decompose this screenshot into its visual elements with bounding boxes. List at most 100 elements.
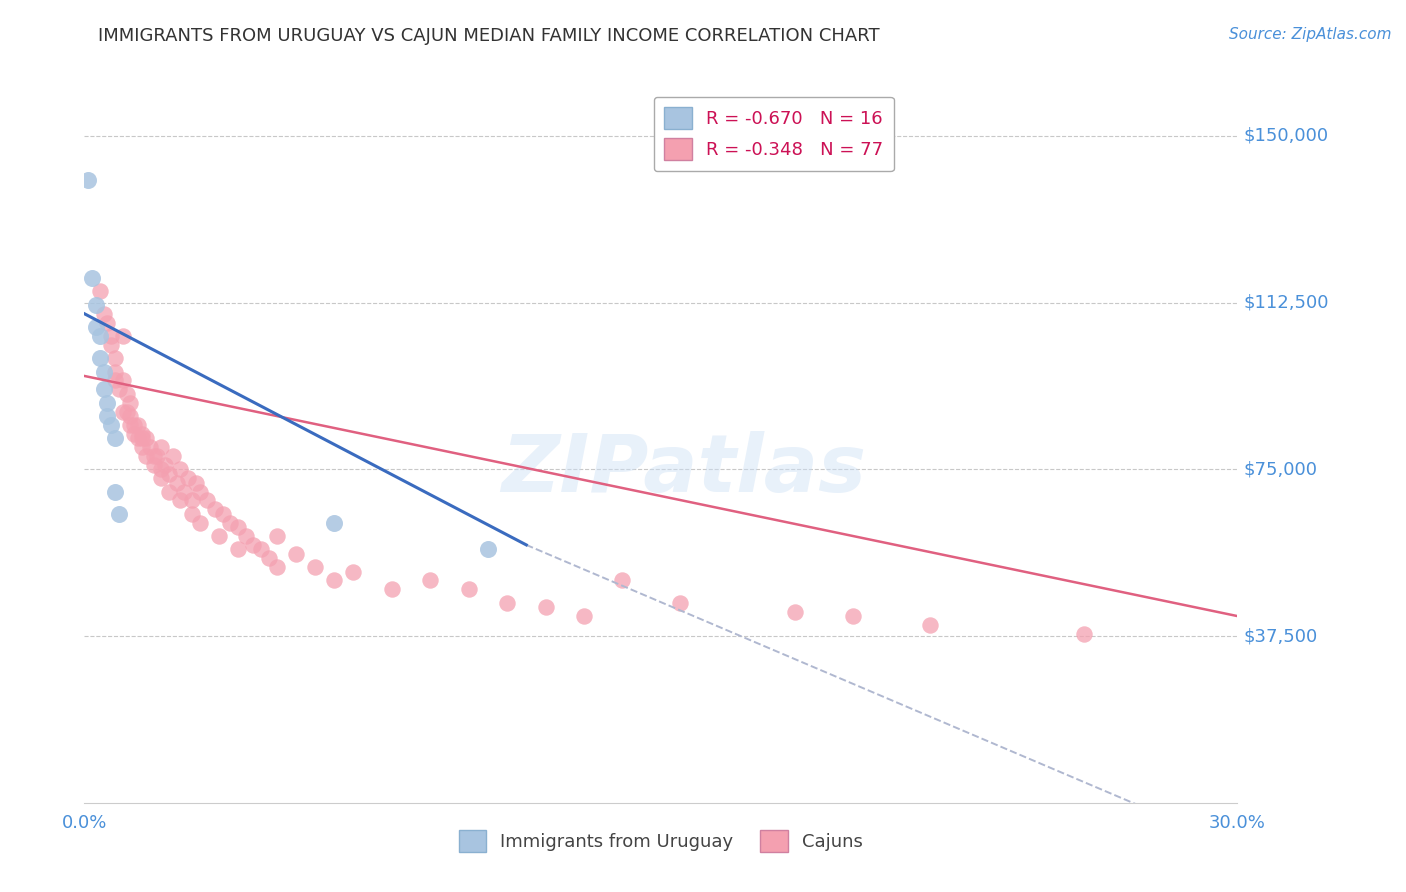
Point	[96, 409, 118, 423]
Point	[89, 351, 111, 366]
Point	[131, 431, 153, 445]
Point	[226, 542, 249, 557]
Point	[111, 373, 134, 387]
Point	[188, 484, 211, 499]
Point	[669, 596, 692, 610]
Point	[131, 440, 153, 454]
Point	[100, 329, 122, 343]
Point	[120, 409, 142, 423]
Point	[304, 560, 326, 574]
Point	[93, 382, 115, 396]
Point	[108, 507, 131, 521]
Point	[496, 596, 519, 610]
Point	[477, 542, 499, 557]
Point	[111, 404, 134, 418]
Point	[150, 462, 173, 476]
Point	[146, 449, 169, 463]
Point	[457, 582, 479, 597]
Point	[135, 431, 157, 445]
Point	[169, 493, 191, 508]
Point	[184, 475, 207, 490]
Point	[157, 467, 180, 481]
Point	[204, 502, 226, 516]
Point	[115, 386, 138, 401]
Point	[77, 173, 100, 187]
Point	[104, 351, 127, 366]
Point	[108, 382, 131, 396]
Point	[93, 307, 115, 321]
Point	[93, 364, 115, 378]
Point	[104, 484, 127, 499]
Point	[211, 507, 233, 521]
Point	[323, 516, 346, 530]
Point	[219, 516, 242, 530]
Point	[96, 316, 118, 330]
Point	[89, 285, 111, 299]
Point	[284, 547, 307, 561]
Point	[195, 493, 218, 508]
Point	[323, 574, 346, 588]
Point	[188, 516, 211, 530]
Point	[785, 605, 807, 619]
Point	[235, 529, 257, 543]
Point	[142, 458, 165, 472]
Text: $112,500: $112,500	[1243, 293, 1329, 311]
Point	[173, 484, 195, 499]
Point	[242, 538, 264, 552]
Point	[162, 449, 184, 463]
Point	[342, 565, 364, 579]
Point	[208, 529, 231, 543]
Point	[153, 458, 176, 472]
Point	[84, 320, 107, 334]
Point	[918, 618, 941, 632]
Legend: Immigrants from Uruguay, Cajuns: Immigrants from Uruguay, Cajuns	[451, 822, 870, 859]
Point	[150, 440, 173, 454]
Point	[612, 574, 634, 588]
Point	[84, 298, 107, 312]
Point	[266, 560, 288, 574]
Text: Source: ZipAtlas.com: Source: ZipAtlas.com	[1229, 27, 1392, 42]
Point	[104, 373, 127, 387]
Point	[534, 600, 557, 615]
Point	[181, 493, 204, 508]
Point	[100, 417, 122, 432]
Point	[572, 609, 595, 624]
Text: $150,000: $150,000	[1243, 127, 1329, 145]
Point	[124, 426, 146, 441]
Point	[127, 417, 149, 432]
Text: ZIPatlas: ZIPatlas	[502, 432, 866, 509]
Point	[226, 520, 249, 534]
Point	[115, 404, 138, 418]
Point	[89, 329, 111, 343]
Point	[80, 271, 103, 285]
Point	[111, 329, 134, 343]
Point	[138, 440, 160, 454]
Point	[381, 582, 404, 597]
Point	[181, 507, 204, 521]
Point	[419, 574, 441, 588]
Point	[96, 395, 118, 409]
Point	[177, 471, 200, 485]
Point	[131, 426, 153, 441]
Point	[120, 417, 142, 432]
Text: $37,500: $37,500	[1243, 627, 1317, 645]
Point	[257, 551, 280, 566]
Point	[157, 484, 180, 499]
Point	[124, 417, 146, 432]
Point	[166, 475, 188, 490]
Point	[100, 338, 122, 352]
Point	[1073, 627, 1095, 641]
Point	[169, 462, 191, 476]
Point	[142, 449, 165, 463]
Point	[127, 431, 149, 445]
Point	[150, 471, 173, 485]
Point	[842, 609, 865, 624]
Point	[104, 431, 127, 445]
Point	[250, 542, 273, 557]
Point	[120, 395, 142, 409]
Text: IMMIGRANTS FROM URUGUAY VS CAJUN MEDIAN FAMILY INCOME CORRELATION CHART: IMMIGRANTS FROM URUGUAY VS CAJUN MEDIAN …	[98, 27, 880, 45]
Point	[135, 449, 157, 463]
Text: $75,000: $75,000	[1243, 460, 1317, 478]
Point	[266, 529, 288, 543]
Point	[104, 364, 127, 378]
